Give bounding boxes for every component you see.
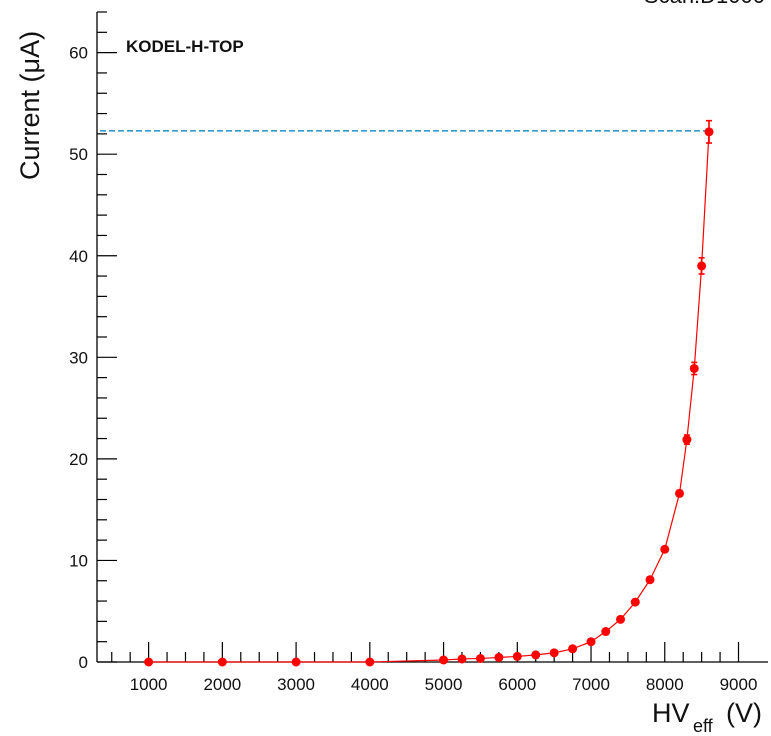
y-tick-label: 20	[69, 450, 88, 469]
plot-frame	[96, 12, 768, 663]
series-line	[148, 131, 710, 663]
x-tick-label: 8000	[646, 675, 684, 694]
data-point	[457, 654, 467, 664]
data-point	[549, 648, 559, 658]
data-point	[365, 657, 375, 667]
x-axis-title-sub: eff	[693, 716, 714, 736]
y-tick-label: 60	[69, 44, 88, 63]
data-point	[291, 657, 301, 667]
data-point	[531, 650, 541, 660]
data-point	[697, 261, 707, 271]
data-point	[645, 575, 655, 585]
x-axis-title-unit: (V)	[726, 698, 762, 728]
x-tick-label: 1000	[130, 675, 168, 694]
x-axis-title: HV eff (V)	[652, 698, 762, 736]
x-tick-label: 6000	[498, 675, 536, 694]
y-tick-label: 50	[69, 145, 88, 164]
x-tick-label: 4000	[351, 675, 389, 694]
x-axis-ticks: 1000 2000 3000 4000 5000 6000 7000 8000 9000	[111, 642, 758, 694]
y-tick-label: 10	[69, 551, 88, 570]
y-tick-label: 40	[69, 247, 88, 266]
data-point	[568, 644, 578, 654]
data-point	[512, 651, 522, 661]
y-tick-label: 0	[79, 653, 88, 672]
data-point	[689, 363, 699, 373]
data-point	[586, 637, 596, 647]
data-point	[144, 657, 154, 667]
x-tick-label: 2000	[203, 675, 241, 694]
data-series	[144, 119, 714, 667]
data-point	[660, 544, 670, 554]
data-point	[704, 127, 714, 137]
data-point	[616, 614, 626, 624]
data-point	[439, 655, 449, 665]
detector-label: KODEL-H-TOP	[126, 37, 244, 56]
data-point	[675, 488, 685, 498]
y-axis-ticks: 0 10 20 30 40 50 60	[69, 11, 117, 672]
y-axis-title: Current (μA)	[15, 31, 45, 180]
data-point	[494, 652, 504, 662]
x-axis-title-main: HV	[652, 698, 690, 728]
data-point	[475, 653, 485, 663]
x-tick-label: 3000	[277, 675, 315, 694]
x-tick-label: 5000	[425, 675, 463, 694]
data-point	[630, 597, 640, 607]
data-point	[601, 627, 611, 637]
x-tick-label: 9000	[720, 675, 758, 694]
corner-text: Scan:D1000	[644, 0, 765, 8]
y-tick-label: 30	[69, 348, 88, 367]
data-point	[682, 435, 692, 445]
x-tick-label: 7000	[572, 675, 610, 694]
data-point	[217, 657, 227, 667]
